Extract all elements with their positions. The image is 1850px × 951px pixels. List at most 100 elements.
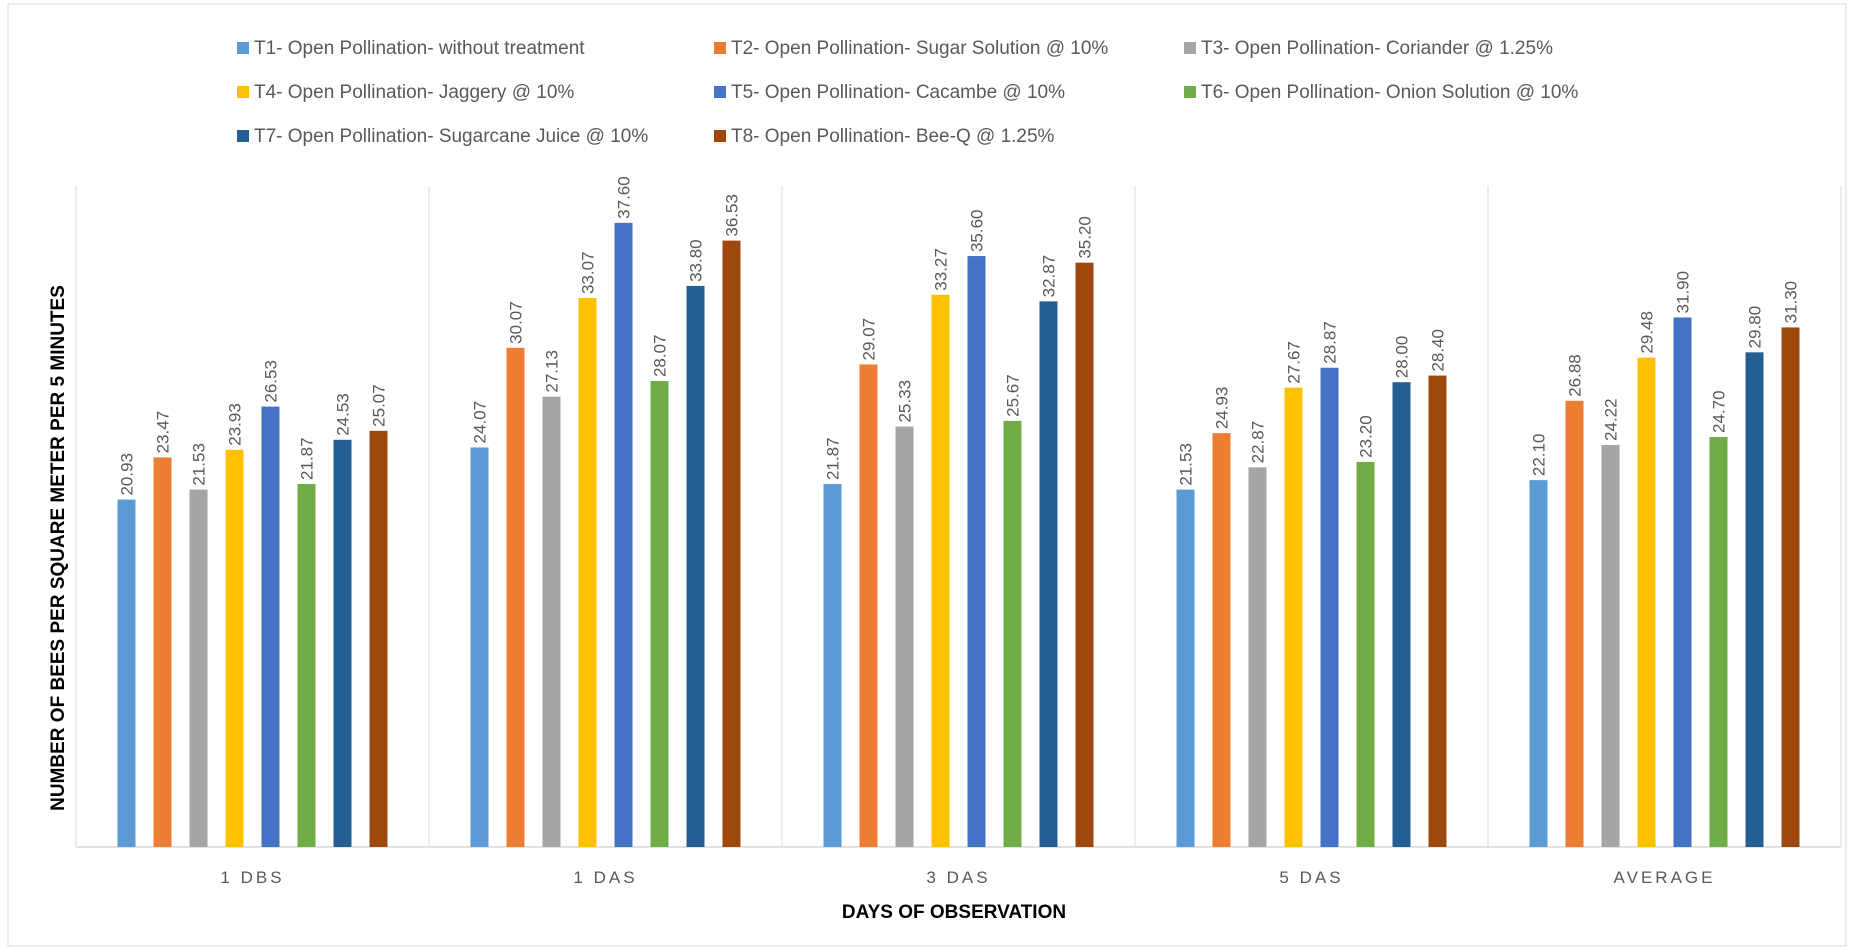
legend-swatch-t8 bbox=[714, 130, 726, 142]
data-label: 23.93 bbox=[226, 403, 245, 446]
data-label: 37.60 bbox=[615, 176, 634, 219]
data-label: 33.27 bbox=[932, 248, 951, 291]
x-axis-title: DAYS OF OBSERVATION bbox=[842, 902, 1066, 923]
bar-t8-5-das bbox=[1428, 375, 1447, 847]
data-label: 29.80 bbox=[1746, 306, 1765, 349]
data-label: 28.40 bbox=[1429, 329, 1448, 372]
bar-t8-average bbox=[1781, 327, 1800, 847]
bar-t4-5-das bbox=[1284, 387, 1303, 847]
data-label: 29.07 bbox=[860, 318, 879, 361]
legend-swatch-t7 bbox=[237, 130, 249, 142]
data-label: 28.00 bbox=[1393, 336, 1412, 379]
bar-t7-5-das bbox=[1392, 382, 1411, 847]
data-label: 33.07 bbox=[579, 251, 598, 294]
bar-t1-average bbox=[1529, 480, 1548, 847]
bar-t6-average bbox=[1709, 436, 1728, 847]
bar-t3-1-dbs bbox=[189, 489, 208, 847]
bar-t7-average bbox=[1745, 352, 1764, 847]
bar-t5-1-das bbox=[614, 222, 633, 848]
legend-label-t5: T5- Open Pollination- Cacambe @ 10% bbox=[731, 82, 1065, 103]
legend-swatch-t3 bbox=[1184, 42, 1196, 54]
bar-t2-5-das bbox=[1212, 433, 1231, 847]
bar-t7-1-das bbox=[686, 285, 705, 847]
category-label: 1 DAS bbox=[573, 868, 637, 887]
data-label: 27.13 bbox=[543, 350, 562, 393]
legend-swatch-t1 bbox=[237, 42, 249, 54]
data-label: 20.93 bbox=[118, 453, 137, 496]
bar-t2-1-dbs bbox=[153, 457, 172, 847]
data-label: 24.93 bbox=[1213, 387, 1232, 430]
bar-t8-1-das bbox=[722, 240, 741, 848]
data-label: 22.87 bbox=[1249, 421, 1268, 464]
bar-t4-average bbox=[1637, 357, 1656, 847]
data-label: 31.90 bbox=[1674, 271, 1693, 314]
legend-label-t6: T6- Open Pollination- Onion Solution @ 1… bbox=[1201, 82, 1578, 103]
bar-t3-average bbox=[1601, 444, 1620, 847]
bar-t6-3-das bbox=[1003, 420, 1022, 847]
bar-t6-1-dbs bbox=[297, 483, 316, 847]
bar-t8-3-das bbox=[1075, 262, 1094, 847]
data-label: 30.07 bbox=[507, 301, 526, 344]
legend-swatch-t6 bbox=[1184, 86, 1196, 98]
bar-t8-1-dbs bbox=[369, 430, 388, 847]
data-label: 21.87 bbox=[824, 437, 843, 480]
data-label: 33.80 bbox=[687, 239, 706, 282]
category-label: AVERAGE bbox=[1614, 868, 1716, 887]
bar-t5-3-das bbox=[967, 256, 986, 847]
category-label: 5 DAS bbox=[1279, 868, 1343, 887]
y-axis-title: NUMBER OF BEES PER SQUARE METER PER 5 MI… bbox=[48, 285, 69, 811]
data-label: 32.87 bbox=[1040, 255, 1059, 298]
category-label: 1 DBS bbox=[220, 868, 284, 887]
data-label: 24.07 bbox=[471, 401, 490, 444]
data-label: 28.87 bbox=[1321, 321, 1340, 364]
legend-swatch-t2 bbox=[714, 42, 726, 54]
bar-t3-1-das bbox=[542, 396, 561, 847]
data-label: 21.53 bbox=[1177, 443, 1196, 486]
legend-swatch-t5 bbox=[714, 86, 726, 98]
data-label: 29.48 bbox=[1638, 311, 1657, 354]
data-label: 35.20 bbox=[1076, 216, 1095, 259]
data-label: 35.60 bbox=[968, 209, 987, 252]
legend-label-t2: T2- Open Pollination- Sugar Solution @ 1… bbox=[731, 38, 1108, 59]
legend-label-t3: T3- Open Pollination- Coriander @ 1.25% bbox=[1201, 38, 1553, 59]
category-label: 3 DAS bbox=[926, 868, 990, 887]
bar-t7-1-dbs bbox=[333, 439, 352, 847]
data-label: 23.20 bbox=[1357, 415, 1376, 458]
data-label: 31.30 bbox=[1782, 281, 1801, 324]
bar-t2-3-das bbox=[859, 364, 878, 847]
bar-t4-1-das bbox=[578, 298, 597, 848]
bar-t2-1-das bbox=[506, 347, 525, 847]
data-label: 22.10 bbox=[1530, 434, 1549, 477]
data-label: 28.07 bbox=[651, 334, 670, 377]
bar-t7-3-das bbox=[1039, 301, 1058, 847]
bar-t3-5-das bbox=[1248, 467, 1267, 847]
legend-swatch-t4 bbox=[237, 86, 249, 98]
category-axis-labels: 1 DBS 1 DAS 3 DAS 5 DAS AVERAGE bbox=[220, 868, 1716, 887]
bar-t6-1-das bbox=[650, 381, 669, 847]
bar-t1-3-das bbox=[823, 483, 842, 847]
data-label: 23.47 bbox=[154, 411, 173, 454]
data-label: 25.33 bbox=[896, 380, 915, 423]
data-label: 24.53 bbox=[334, 393, 353, 436]
data-label: 25.07 bbox=[370, 384, 389, 427]
bar-t1-1-das bbox=[470, 447, 489, 847]
bar-t5-average bbox=[1673, 317, 1692, 848]
data-label: 25.67 bbox=[1004, 374, 1023, 417]
bar-t4-3-das bbox=[931, 294, 950, 847]
bar-t3-3-das bbox=[895, 426, 914, 847]
legend-label-t8: T8- Open Pollination- Bee-Q @ 1.25% bbox=[731, 126, 1055, 147]
bar-t5-5-das bbox=[1320, 367, 1339, 847]
data-label: 36.53 bbox=[723, 194, 742, 237]
bars bbox=[117, 222, 1800, 848]
data-label: 24.22 bbox=[1602, 398, 1621, 441]
legend-label-t7: T7- Open Pollination- Sugarcane Juice @ … bbox=[254, 126, 648, 147]
legend: T1- Open Pollination- without treatment T… bbox=[237, 38, 1578, 147]
data-labels: 20.93 23.47 21.53 23.93 26.53 21.87 24.53 25.07… bbox=[118, 176, 1801, 495]
legend-label-t4: T4- Open Pollination- Jaggery @ 10% bbox=[254, 82, 574, 103]
bar-t4-1-dbs bbox=[225, 449, 244, 847]
data-label: 26.53 bbox=[262, 360, 281, 403]
legend-label-t1: T1- Open Pollination- without treatment bbox=[254, 38, 585, 59]
data-label: 21.87 bbox=[298, 437, 317, 480]
